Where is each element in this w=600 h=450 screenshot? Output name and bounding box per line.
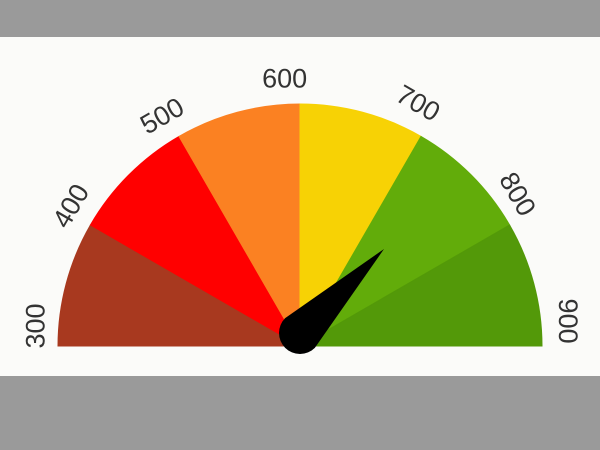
svg-text:500: 500 <box>135 92 189 141</box>
svg-text:700: 700 <box>391 79 445 128</box>
svg-text:400: 400 <box>47 179 96 233</box>
svg-text:300: 300 <box>21 303 51 348</box>
svg-text:900: 900 <box>553 299 583 344</box>
svg-text:600: 600 <box>262 64 307 94</box>
